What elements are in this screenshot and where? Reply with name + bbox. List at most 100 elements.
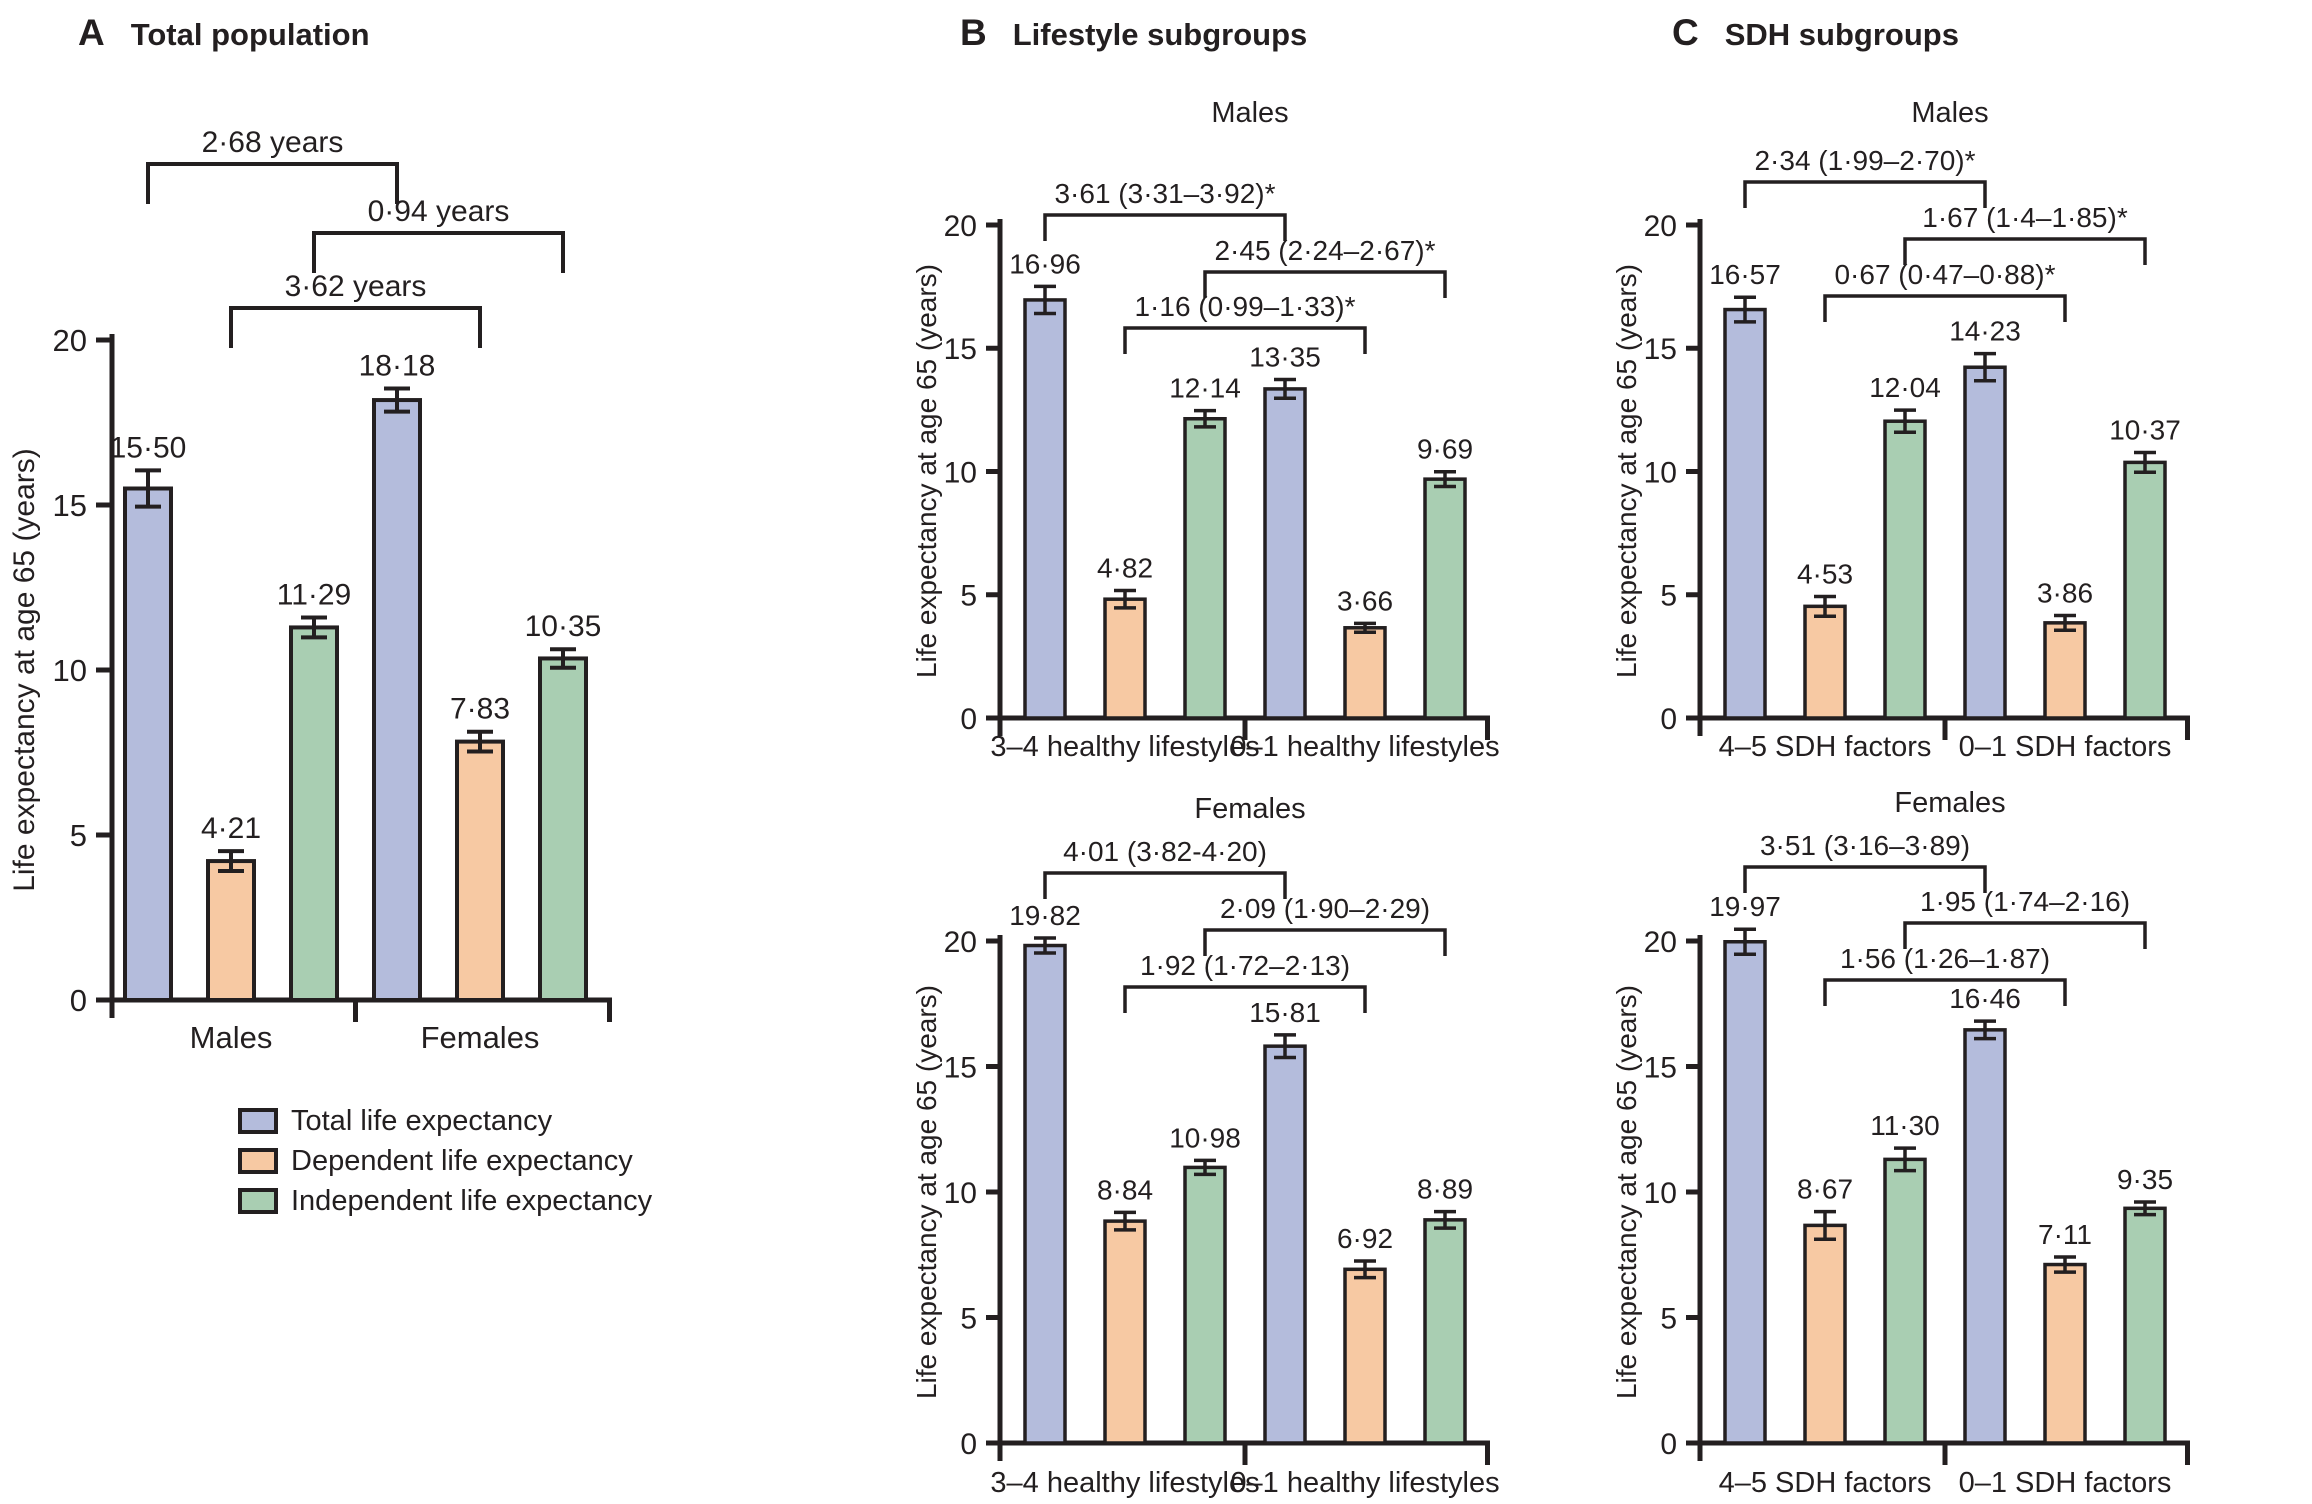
- bar-independent-group1: [538, 656, 588, 1002]
- legend-item-total: Total life expectancy: [238, 1106, 652, 1136]
- bracket-label: 1·92 (1·72–2·13): [1140, 950, 1350, 981]
- bar-value-label: 9·35: [2117, 1164, 2173, 1195]
- bracket-label: 3·62 years: [285, 270, 427, 303]
- bar-independent-group1: [2123, 1206, 2167, 1445]
- panel-b-header: B Lifestyle subgroups: [960, 14, 1307, 51]
- comparison-bracket: [1043, 871, 1287, 899]
- bar-independent-group1: [2123, 460, 2167, 720]
- bracket-label: 2·45 (2·24–2·67)*: [1214, 235, 1435, 266]
- legend-label-total: Total life expectancy: [291, 1104, 553, 1137]
- y-tick-label: 15: [1644, 1051, 1677, 1084]
- bar-value-label: 14·23: [1949, 316, 2021, 347]
- bracket-label: 2·68 years: [202, 126, 344, 159]
- y-tick-label: 5: [70, 818, 87, 853]
- bar-total-group1: [1263, 387, 1307, 720]
- bracket-label: 0·67 (0·47–0·88)*: [1834, 259, 2055, 290]
- panel-c-title: SDH subgroups: [1724, 17, 1959, 52]
- comparison-bracket: [1743, 865, 1987, 893]
- y-tick-label: 20: [53, 323, 87, 358]
- x-category-label: 3–4 healthy lifestyles: [990, 1467, 1259, 1499]
- x-category-label: 0–1 healthy lifestyles: [1230, 731, 1499, 763]
- bar-independent-group1: [1423, 1218, 1467, 1445]
- bar-total-group1: [372, 398, 422, 1002]
- legend-item-independent: Independent life expectancy: [238, 1186, 652, 1216]
- bar-value-label: 8·84: [1097, 1174, 1153, 1205]
- bracket-label: 1·95 (1·74–2·16): [1920, 886, 2130, 917]
- bar-value-label: 4·53: [1797, 558, 1853, 589]
- y-tick-label: 5: [1660, 580, 1677, 613]
- bracket-label: 1·16 (0·99–1·33)*: [1134, 291, 1355, 322]
- bar-value-label: 3·66: [1337, 585, 1393, 616]
- y-tick-label: 20: [1644, 926, 1677, 959]
- comparison-bracket: [1123, 985, 1367, 1013]
- bar-value-label: 16·46: [1949, 983, 2021, 1014]
- bar-total-group0: [1023, 943, 1067, 1445]
- bar-dependent-group0: [1803, 604, 1847, 720]
- y-tick-label: 10: [1644, 1177, 1677, 1210]
- legend-swatch-independent-icon: [238, 1188, 278, 1214]
- chart-subtitle: Females: [1894, 787, 2005, 819]
- bar-dependent-group0: [206, 859, 256, 1002]
- bracket-label: 2·34 (1·99–2·70)*: [1754, 145, 1975, 176]
- chart-B-females: 0 5 10 15 20 19·82 8·84 10·98 15·81 6·92 8·89 3–4 h…: [911, 793, 1500, 1499]
- x-category-label: 0–1 SDH factors: [1959, 731, 2172, 763]
- x-category-label: 0–1 SDH factors: [1959, 1467, 2172, 1499]
- bar-total-group0: [1723, 307, 1767, 720]
- chart-B-males: 0 5 10 15 20 16·96 4·82 12·14 13·35 3·66 9·69 3–4 h…: [911, 97, 1500, 763]
- bar-value-label: 15·81: [1249, 997, 1321, 1028]
- bar-total-group1: [1963, 1028, 2007, 1445]
- bar-total-group1: [1263, 1044, 1307, 1445]
- legend-item-dependent: Dependent life expectancy: [238, 1146, 652, 1176]
- y-tick-label: 15: [944, 333, 977, 366]
- y-tick-label: 10: [944, 1177, 977, 1210]
- y-tick-label: 20: [944, 210, 977, 243]
- bar-dependent-group0: [1103, 1219, 1147, 1445]
- chart-A: 0 5 10 15 20 15·50 4·21 11·29 18·18 7·83 10·35 Male…: [8, 126, 612, 1055]
- y-tick-label: 0: [70, 983, 87, 1018]
- bar-total-group0: [1023, 298, 1067, 720]
- y-tick-label: 15: [1644, 333, 1677, 366]
- y-axis-label: Life expectancy at age 65 (years): [911, 985, 942, 1399]
- bar-value-label: 13·35: [1249, 342, 1321, 373]
- bar-independent-group0: [1883, 1157, 1927, 1445]
- chart-C-females: 0 5 10 15 20 19·97 8·67 11·30 16·46 7·11 9·35 4–5 S…: [1611, 787, 2190, 1499]
- y-tick-label: 0: [1660, 1428, 1677, 1461]
- y-tick-label: 15: [53, 488, 87, 523]
- y-tick-label: 10: [1644, 456, 1677, 489]
- y-tick-label: 0: [960, 703, 977, 736]
- y-tick-label: 20: [944, 926, 977, 959]
- bar-total-group0: [123, 486, 173, 1002]
- bar-value-label: 19·97: [1709, 891, 1781, 922]
- bar-value-label: 11·30: [1870, 1110, 1940, 1141]
- bar-independent-group0: [289, 625, 339, 1002]
- comparison-bracket: [1043, 213, 1287, 241]
- bar-value-label: 19·82: [1009, 900, 1081, 931]
- comparison-bracket: [312, 231, 565, 273]
- legend-label-dependent: Dependent life expectancy: [291, 1144, 633, 1177]
- bracket-label: 2·09 (1·90–2·29): [1220, 893, 1430, 924]
- x-category-label: 0–1 healthy lifestyles: [1230, 1467, 1499, 1499]
- bar-dependent-group0: [1103, 597, 1147, 720]
- bar-value-label: 12·14: [1169, 373, 1241, 404]
- bracket-label: 4·01 (3·82-4·20): [1063, 836, 1267, 867]
- bar-value-label: 10·37: [2109, 415, 2181, 446]
- bar-value-label: 8·67: [1797, 1174, 1853, 1205]
- x-category-label: 3–4 healthy lifestyles: [990, 731, 1259, 763]
- bar-dependent-group1: [1343, 626, 1387, 720]
- y-tick-label: 5: [1660, 1302, 1677, 1335]
- y-axis-label: Life expectancy at age 65 (years): [1611, 985, 1642, 1399]
- comparison-bracket: [1203, 270, 1447, 298]
- bar-value-label: 10·35: [525, 610, 602, 643]
- bracket-label: 3·61 (3·31–3·92)*: [1054, 178, 1275, 209]
- bar-independent-group0: [1183, 1165, 1227, 1445]
- chart-subtitle: Males: [1911, 97, 1988, 129]
- bar-dependent-group1: [2043, 1262, 2087, 1445]
- y-axis-label: Life expectancy at age 65 (years): [1611, 264, 1642, 678]
- x-category-label: Females: [421, 1020, 540, 1055]
- y-tick-label: 5: [960, 1302, 977, 1335]
- bar-independent-group0: [1183, 416, 1227, 720]
- comparison-bracket: [1823, 294, 2067, 322]
- bracket-label: 3·51 (3·16–3·89): [1760, 830, 1970, 861]
